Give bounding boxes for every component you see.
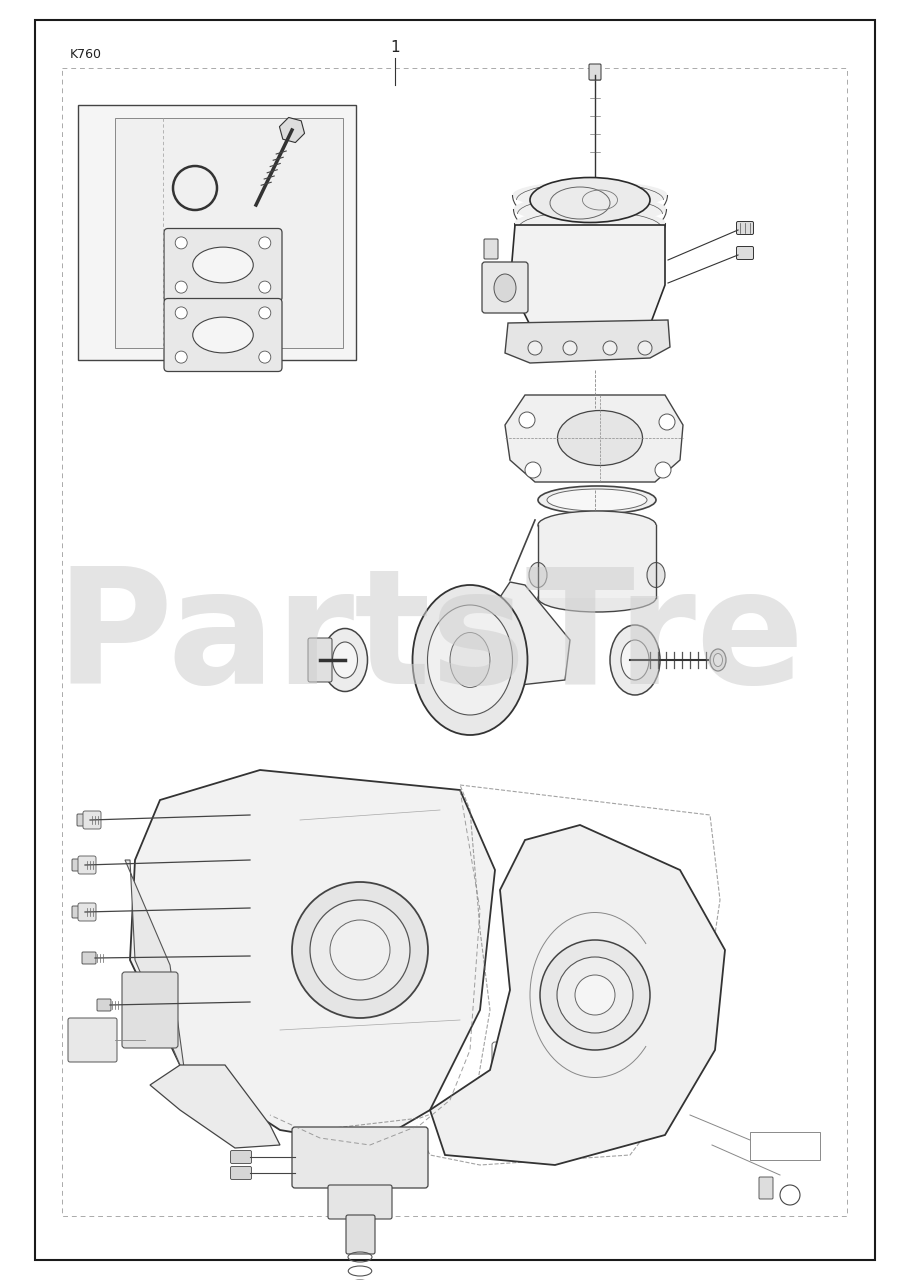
Circle shape	[176, 351, 187, 364]
Circle shape	[259, 351, 271, 364]
Polygon shape	[510, 225, 665, 340]
FancyBboxPatch shape	[231, 1166, 252, 1179]
Ellipse shape	[512, 180, 668, 209]
Ellipse shape	[515, 210, 665, 237]
Ellipse shape	[517, 238, 663, 264]
Circle shape	[557, 957, 633, 1033]
Circle shape	[638, 340, 652, 355]
Bar	[750, 1132, 820, 1160]
Circle shape	[659, 413, 675, 430]
Bar	[115, 118, 343, 348]
FancyBboxPatch shape	[538, 525, 656, 598]
Ellipse shape	[494, 274, 516, 302]
Polygon shape	[280, 118, 305, 142]
Ellipse shape	[413, 585, 528, 735]
FancyBboxPatch shape	[78, 902, 96, 922]
Circle shape	[655, 462, 671, 477]
FancyBboxPatch shape	[72, 859, 86, 870]
Ellipse shape	[710, 649, 726, 671]
Circle shape	[603, 340, 617, 355]
Polygon shape	[485, 582, 570, 685]
FancyBboxPatch shape	[346, 1215, 375, 1254]
Circle shape	[176, 237, 187, 248]
Circle shape	[292, 882, 428, 1018]
Text: PartsTre: PartsTre	[55, 562, 805, 718]
Ellipse shape	[557, 411, 643, 466]
Ellipse shape	[516, 224, 664, 251]
FancyBboxPatch shape	[164, 229, 282, 302]
Ellipse shape	[193, 317, 253, 353]
Circle shape	[259, 237, 271, 248]
Ellipse shape	[547, 489, 647, 511]
FancyBboxPatch shape	[164, 298, 282, 371]
Polygon shape	[130, 771, 495, 1146]
Polygon shape	[430, 826, 725, 1165]
Ellipse shape	[621, 640, 649, 680]
FancyBboxPatch shape	[737, 221, 754, 234]
FancyBboxPatch shape	[759, 1178, 773, 1199]
FancyBboxPatch shape	[328, 1185, 392, 1219]
Circle shape	[330, 920, 390, 980]
Ellipse shape	[518, 252, 662, 278]
Ellipse shape	[538, 511, 656, 539]
Ellipse shape	[538, 486, 656, 515]
Ellipse shape	[450, 632, 490, 687]
FancyBboxPatch shape	[308, 637, 332, 682]
FancyBboxPatch shape	[589, 64, 601, 79]
Ellipse shape	[529, 562, 547, 588]
FancyBboxPatch shape	[737, 247, 754, 260]
Bar	[62, 68, 847, 1216]
FancyBboxPatch shape	[72, 906, 86, 918]
FancyBboxPatch shape	[482, 262, 528, 314]
Circle shape	[563, 340, 577, 355]
Ellipse shape	[427, 605, 512, 716]
FancyBboxPatch shape	[292, 1126, 428, 1188]
Ellipse shape	[519, 280, 661, 306]
Ellipse shape	[193, 247, 253, 283]
Circle shape	[259, 282, 271, 293]
Ellipse shape	[713, 654, 722, 667]
FancyBboxPatch shape	[231, 1151, 252, 1164]
Circle shape	[519, 412, 535, 428]
Polygon shape	[150, 1065, 280, 1148]
Circle shape	[310, 900, 410, 1000]
Circle shape	[259, 307, 271, 319]
Circle shape	[540, 940, 650, 1050]
FancyBboxPatch shape	[484, 239, 498, 259]
Polygon shape	[125, 860, 185, 1075]
FancyBboxPatch shape	[68, 1018, 117, 1062]
FancyBboxPatch shape	[77, 814, 91, 826]
Ellipse shape	[610, 625, 660, 695]
FancyBboxPatch shape	[97, 998, 111, 1011]
Text: K760: K760	[70, 49, 102, 61]
FancyBboxPatch shape	[122, 972, 178, 1048]
Ellipse shape	[647, 562, 665, 588]
Circle shape	[575, 975, 615, 1015]
Ellipse shape	[322, 628, 367, 691]
FancyBboxPatch shape	[78, 856, 96, 874]
Circle shape	[176, 307, 187, 319]
Ellipse shape	[519, 266, 662, 292]
Ellipse shape	[530, 178, 650, 223]
Circle shape	[176, 282, 187, 293]
Circle shape	[525, 462, 541, 477]
Circle shape	[528, 340, 542, 355]
Text: 1: 1	[390, 41, 400, 55]
Polygon shape	[505, 320, 670, 364]
Ellipse shape	[332, 643, 357, 678]
Ellipse shape	[538, 584, 656, 612]
FancyBboxPatch shape	[83, 812, 101, 829]
Bar	[78, 105, 356, 360]
Ellipse shape	[513, 195, 666, 223]
Text: PartsTre: PartsTre	[55, 562, 805, 718]
FancyBboxPatch shape	[82, 952, 96, 964]
Polygon shape	[505, 396, 683, 483]
